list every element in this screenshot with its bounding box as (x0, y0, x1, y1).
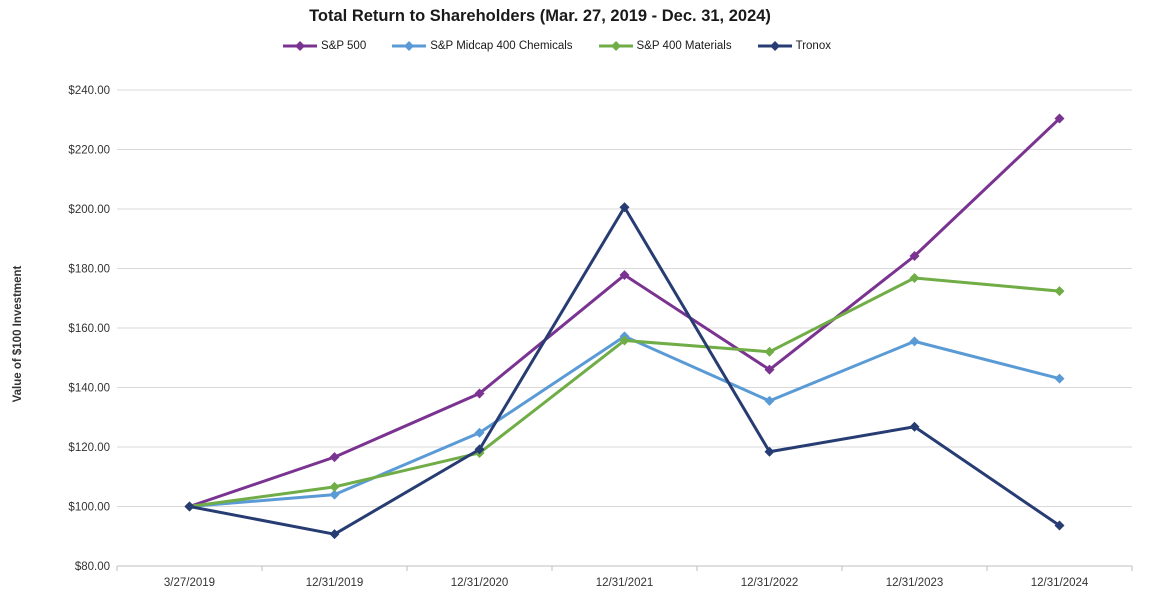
data-point-marker (764, 346, 775, 357)
chart-legend: S&P 500 S&P Midcap 400 Chemicals S&P 400 M… (283, 40, 831, 52)
legend-item: S&P 400 Materials (598, 40, 732, 52)
data-point-marker (329, 452, 340, 463)
legend-label: S&P Midcap 400 Chemicals (430, 40, 573, 52)
y-tick-label: $220.00 (68, 145, 110, 157)
data-point-marker (764, 446, 775, 457)
legend-label: S&P 400 Materials (636, 40, 732, 52)
legend-item: Tronox (757, 40, 831, 52)
legend-item: S&P Midcap 400 Chemicals (392, 40, 573, 52)
x-tick-label: 12/31/2019 (306, 577, 364, 589)
data-point-marker (474, 444, 485, 455)
legend-item: S&P 500 (283, 40, 366, 52)
series-line (188, 205, 1061, 536)
x-tick-label: 12/31/2021 (596, 577, 654, 589)
data-point-marker (1054, 520, 1065, 531)
x-tick-label: 12/31/2024 (1031, 577, 1089, 589)
chart-title: Total Return to Shareholders (Mar. 27, 2… (309, 7, 771, 25)
x-tick-label: 3/27/2019 (164, 577, 215, 589)
x-tick-label: 12/31/2022 (741, 577, 799, 589)
data-point-marker (1054, 113, 1065, 124)
data-point-marker (329, 481, 340, 492)
data-point-marker (619, 270, 630, 281)
y-tick-label: $160.00 (68, 323, 110, 335)
data-point-marker (184, 501, 195, 512)
legend-marker-icon (283, 41, 318, 51)
series-line (188, 276, 1061, 508)
legend-label: S&P 500 (321, 40, 367, 52)
data-point-marker (764, 364, 775, 375)
y-tick-label: $180.00 (68, 264, 110, 276)
legend-label: Tronox (795, 40, 831, 52)
legend-marker-icon (392, 41, 427, 51)
data-point-marker (329, 489, 340, 500)
y-tick-label: $100.00 (68, 502, 110, 514)
y-tick-label: $80.00 (75, 561, 110, 573)
data-point-marker (1054, 373, 1065, 384)
data-point-marker (329, 529, 340, 540)
y-tick-label: $140.00 (68, 383, 110, 395)
y-tick-label: $200.00 (68, 204, 110, 216)
legend-marker-icon (757, 41, 792, 51)
data-point-marker (619, 335, 630, 346)
data-point-marker (619, 202, 630, 213)
y-tick-label: $240.00 (68, 85, 110, 97)
data-point-marker (909, 421, 920, 432)
series-line (188, 117, 1061, 508)
data-point-marker (909, 336, 920, 347)
data-point-marker (764, 395, 775, 406)
data-point-marker (474, 388, 485, 399)
data-point-marker (909, 273, 920, 284)
x-tick-label: 12/31/2023 (886, 577, 944, 589)
y-tick-label: $120.00 (68, 442, 110, 454)
legend-marker-icon (598, 41, 633, 51)
x-tick-label: 12/31/2020 (451, 577, 509, 589)
series-line (188, 334, 1061, 508)
data-point-marker (474, 427, 485, 438)
data-point-marker (1054, 286, 1065, 297)
data-point-marker (909, 251, 920, 262)
